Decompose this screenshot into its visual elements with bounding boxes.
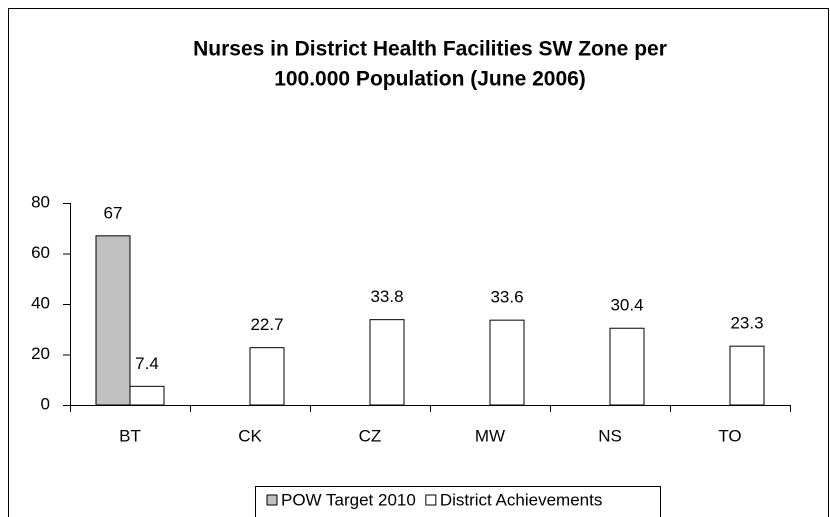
bar	[129, 385, 165, 406]
x-tick-label: MW	[475, 426, 505, 445]
x-tick-label: TO	[718, 426, 741, 445]
data-label: 67	[104, 203, 123, 222]
y-tick-label: 60	[31, 243, 50, 262]
bar	[369, 319, 405, 406]
data-label: 33.6	[490, 288, 523, 307]
bar	[609, 327, 645, 406]
x-tick-label: BT	[119, 426, 141, 445]
y-tick-label: 80	[31, 192, 50, 211]
data-label: 23.3	[730, 314, 763, 333]
x-tick-label: NS	[598, 426, 622, 445]
legend-label: POW Target 2010	[281, 490, 416, 509]
legend-label: District Achievements	[440, 490, 603, 509]
bar	[95, 235, 131, 406]
data-label: 7.4	[135, 354, 159, 373]
y-tick-label: 20	[31, 344, 50, 363]
legend-swatch	[425, 494, 437, 506]
x-tick-label: CZ	[359, 426, 382, 445]
bar	[249, 347, 285, 406]
chart-title: 100.000 Population (June 2006)	[274, 68, 586, 91]
y-tick-label: 0	[41, 394, 50, 413]
bar	[489, 319, 525, 406]
chart-border	[8, 8, 829, 517]
bar	[729, 345, 765, 406]
x-tick-label: CK	[238, 426, 262, 445]
data-label: 22.7	[250, 315, 283, 334]
chart-title: Nurses in District Health Facilities SW …	[193, 38, 667, 61]
y-tick-label: 40	[31, 293, 50, 312]
legend-swatch	[266, 494, 278, 506]
data-label: 33.8	[370, 287, 403, 306]
data-label: 30.4	[610, 296, 643, 315]
legend-box	[255, 486, 661, 517]
